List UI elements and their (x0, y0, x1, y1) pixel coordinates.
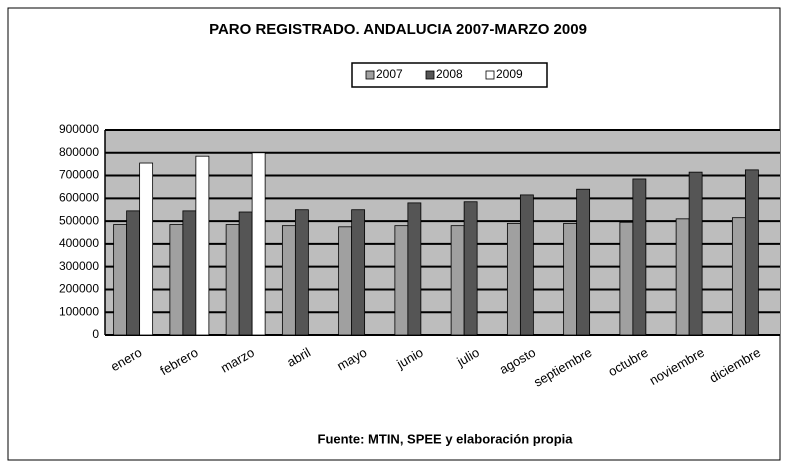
plot-area (105, 130, 780, 335)
legend-label: 2008 (436, 67, 463, 81)
bar (450, 225, 465, 336)
legend-box (351, 62, 548, 88)
bar (407, 202, 422, 336)
bar (238, 211, 253, 336)
y-tick-label: 700000 (59, 168, 99, 182)
bar (182, 210, 197, 336)
bar (675, 218, 690, 336)
bar (169, 224, 184, 336)
bar (251, 152, 266, 336)
y-tick-label: 800000 (59, 145, 99, 159)
bar (563, 222, 578, 336)
y-tick-label: 300000 (59, 259, 99, 273)
bar (294, 209, 309, 336)
legend-swatch (425, 70, 435, 80)
bar (394, 225, 409, 336)
bar (351, 209, 366, 336)
bar (619, 221, 634, 336)
y-tick-label: 900000 (59, 122, 99, 136)
bar (519, 194, 534, 336)
bar (744, 169, 759, 336)
chart-title: PARO REGISTRADO. ANDALUCIA 2007-MARZO 20… (209, 21, 587, 38)
source-note: Fuente: MTIN, SPEE y elaboración propia (318, 431, 574, 446)
y-tick-label: 600000 (59, 191, 99, 205)
bar (225, 224, 240, 336)
legend-swatch (485, 70, 495, 80)
bar (506, 222, 521, 336)
bar (688, 171, 703, 336)
bar (463, 201, 478, 336)
bar (632, 178, 647, 336)
y-tick-label: 200000 (59, 282, 99, 296)
bar (338, 226, 353, 336)
legend-swatch (365, 70, 375, 80)
bar (139, 162, 154, 336)
y-tick-label: 500000 (59, 213, 99, 227)
bar (113, 224, 128, 336)
bar (731, 217, 746, 336)
legend-label: 2007 (376, 67, 403, 81)
y-tick-label: 100000 (59, 304, 99, 318)
bar (126, 210, 141, 336)
bar (195, 155, 210, 336)
bar (576, 188, 591, 336)
bar (281, 225, 296, 336)
y-tick-label: 400000 (59, 236, 99, 250)
legend-label: 2009 (496, 67, 523, 81)
y-tick-label: 0 (92, 327, 99, 341)
